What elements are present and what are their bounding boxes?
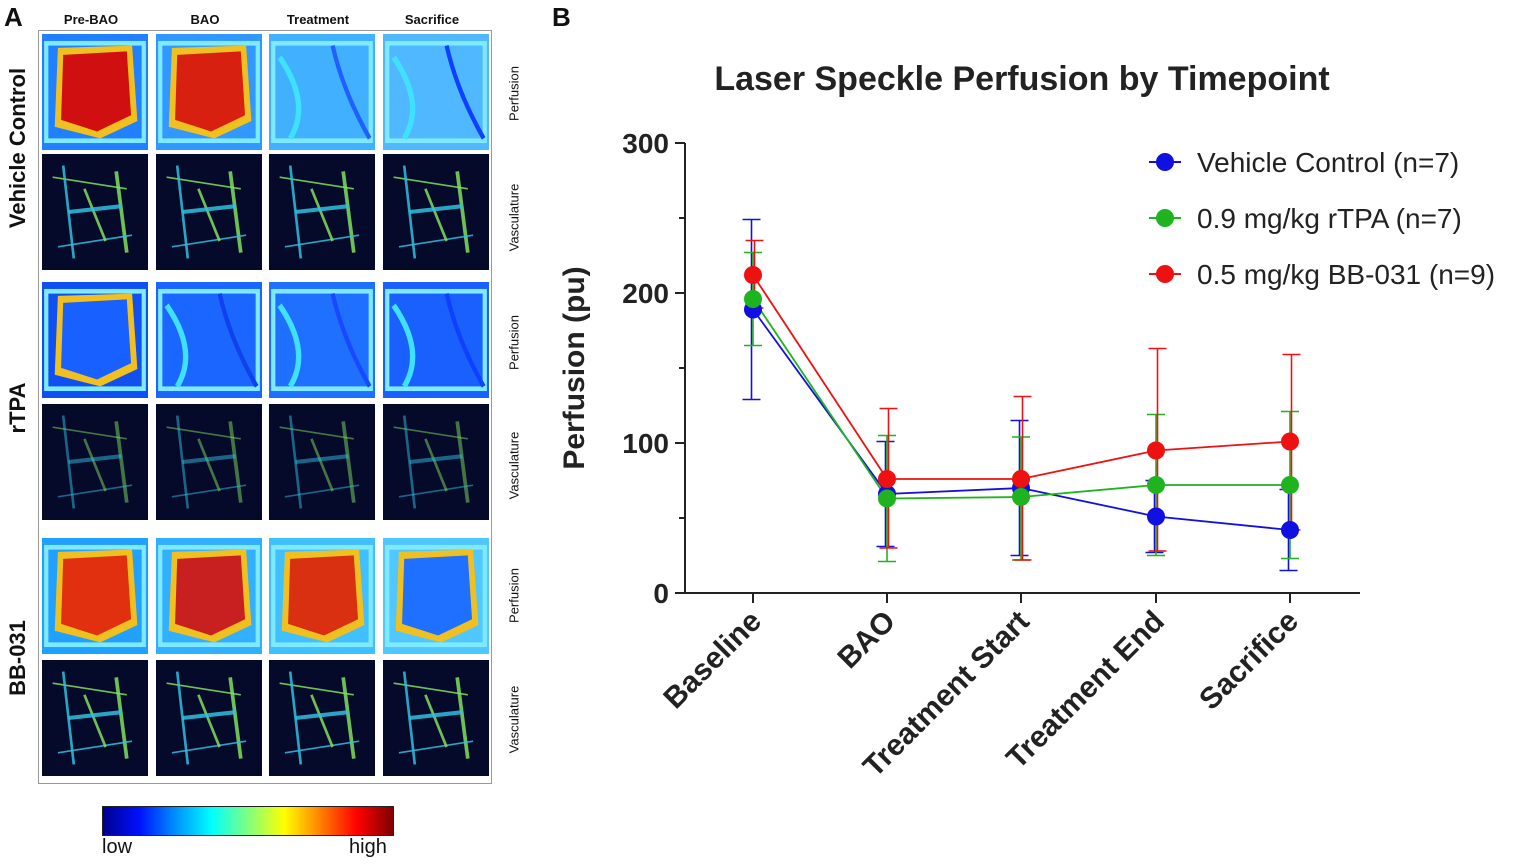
vasculature-image (156, 154, 262, 270)
data-point (1147, 507, 1165, 526)
perfusion-image (383, 538, 489, 654)
vasculature-image (269, 154, 375, 270)
row-label-perfusion: Perfusion (506, 66, 522, 121)
vasculature-image (156, 404, 262, 520)
vasculature-image (269, 660, 375, 776)
perfusion-image (156, 538, 262, 654)
vasculature-image (42, 154, 148, 270)
legend-marker (1156, 153, 1174, 171)
y-axis-label: Perfusion (pu) (558, 266, 591, 469)
data-point (1281, 521, 1299, 539)
perfusion-line-chart: Laser Speckle Perfusion by Timepoint 0 100… (558, 60, 1495, 784)
data-point (878, 489, 896, 508)
group-label-bb-031: BB-031 (5, 620, 30, 696)
perfusion-image (269, 34, 375, 150)
vasculature-image (42, 660, 148, 776)
perfusion-image (383, 282, 489, 398)
group-label-vehicle-control: Vehicle Control (5, 67, 30, 229)
perfusion-image (156, 34, 262, 150)
column-header-treatment: Treatment (286, 12, 350, 27)
row-label-perfusion: Perfusion (506, 315, 522, 370)
column-header-sacrifice: Sacrifice (404, 12, 460, 27)
data-point (878, 470, 896, 488)
column-header-pre-bao: Pre-BAO (63, 12, 119, 27)
legend-marker (1156, 209, 1174, 227)
colorbar-low-label: low (102, 836, 133, 858)
data-point (1012, 488, 1030, 506)
row-label-vasculature: Vasculature (506, 685, 522, 754)
perfusion-image (269, 282, 375, 398)
group-label-rtpa: rTPA (5, 382, 30, 434)
y-tick-label: 300 (622, 128, 669, 159)
x-tick-label: Sacrifice (1193, 605, 1305, 717)
perfusion-image (156, 282, 262, 398)
panel-a: A Pre-BAO BAO Treatment Sacrifice Vehicl… (0, 0, 540, 864)
colorbar-high-label: high (349, 836, 387, 858)
data-point (1281, 476, 1299, 494)
colorbar (102, 806, 394, 836)
vasculature-image (156, 660, 262, 776)
column-header-bao: BAO (190, 12, 220, 27)
chart-title: Laser Speckle Perfusion by Timepoint (714, 60, 1329, 98)
perfusion-image (42, 34, 148, 150)
data-point (1147, 441, 1165, 460)
x-tick-label: BAO (831, 605, 901, 675)
vasculature-image (383, 404, 489, 520)
vasculature-image (269, 404, 375, 520)
perfusion-image (42, 538, 148, 654)
legend-label: 0.5 mg/kg BB-031 (n=9) (1197, 259, 1495, 290)
data-point (744, 290, 762, 308)
panel-b: B Laser Speckle Perfusion by Timepoint 0 1… (540, 0, 1535, 864)
y-tick-label: 200 (622, 278, 669, 309)
data-point (1147, 476, 1165, 494)
x-tick-label: Baseline (657, 605, 768, 716)
row-label-vasculature: Vasculature (506, 431, 522, 500)
data-point (1012, 470, 1030, 488)
y-tick-label: 0 (653, 578, 669, 609)
perfusion-image (383, 34, 489, 150)
data-point (1281, 432, 1299, 451)
perfusion-image (269, 538, 375, 654)
panel-b-letter: B (552, 2, 571, 32)
legend-label: Vehicle Control (n=7) (1197, 147, 1459, 178)
legend-marker (1156, 265, 1174, 283)
vasculature-image (383, 660, 489, 776)
legend-label: 0.9 mg/kg rTPA (n=7) (1197, 203, 1462, 234)
y-tick-label: 100 (622, 428, 669, 459)
vasculature-image (383, 154, 489, 270)
panel-a-letter: A (4, 2, 23, 32)
vasculature-image (42, 404, 148, 520)
data-point (744, 266, 762, 284)
row-label-vasculature: Vasculature (506, 183, 522, 252)
row-label-perfusion: Perfusion (506, 568, 522, 623)
perfusion-image (42, 282, 148, 398)
